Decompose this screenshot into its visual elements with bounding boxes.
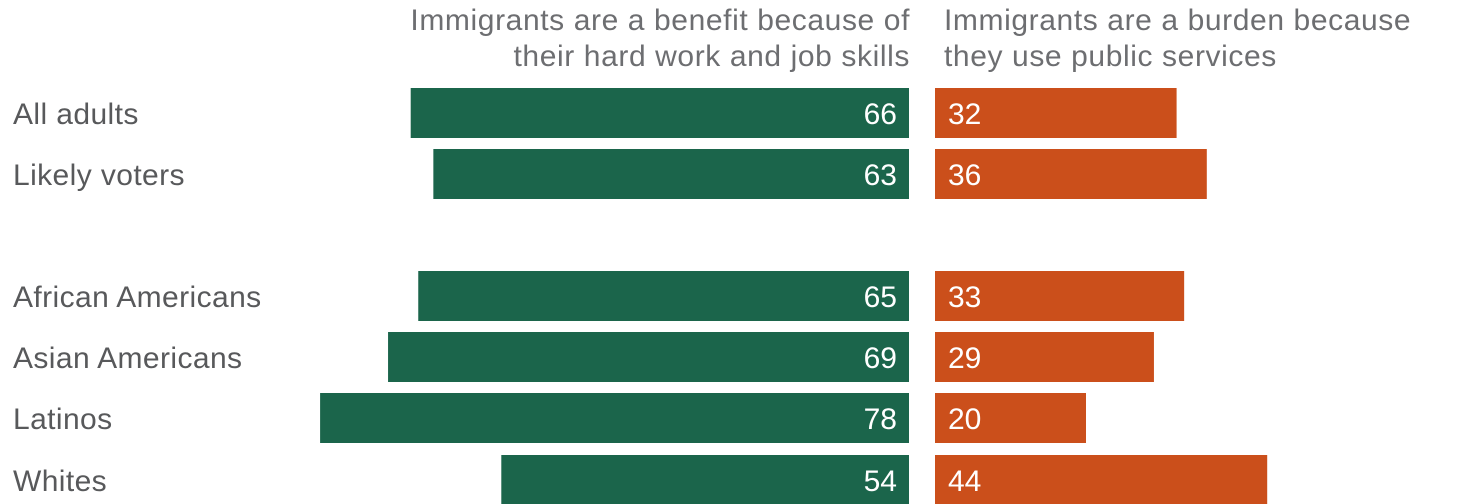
category-label-whites: Whites [13,465,107,498]
burden-header-line-2: they use public services [944,40,1277,73]
benefit-value-whites: 54 [864,465,897,498]
benefit-bar-african-americans [418,271,909,321]
burden-value-asian-americans: 29 [948,342,981,375]
burden-value-likely-voters: 36 [948,159,981,192]
burden-bar-latinos [935,393,1086,443]
burden-bar-all-adults [935,88,1177,138]
burden-bar-african-americans [935,271,1185,321]
burden-value-latinos: 20 [948,403,981,436]
burden-header-line-1: Immigrants are a burden because [944,4,1411,37]
benefit-value-all-adults: 66 [864,98,897,131]
chart-rows: All adults 66 32 Likely voters 63 36 African A… [13,88,1268,504]
benefit-value-latinos: 78 [864,403,897,436]
benefit-header-line-2: their hard work and job skills [513,40,910,73]
benefit-bar-asian-americans [388,332,909,382]
benefit-value-african-americans: 65 [864,281,897,314]
category-label-latinos: Latinos [13,403,113,436]
benefit-value-asian-americans: 69 [864,342,897,375]
category-label-asian-americans: Asian Americans [13,342,242,375]
category-label-african-americans: African Americans [13,281,262,314]
category-label-likely-voters: Likely voters [13,159,185,192]
burden-value-african-americans: 33 [948,281,981,314]
benefit-bar-whites [501,455,909,504]
benefit-value-likely-voters: 63 [864,159,897,192]
burden-bar-likely-voters [935,149,1207,199]
burden-bar-whites [935,455,1268,504]
burden-value-whites: 44 [948,465,981,498]
benefit-bar-likely-voters [433,149,909,199]
benefit-bar-latinos [320,393,910,443]
benefit-header-line-1: Immigrants are a benefit because of [410,4,910,37]
burden-bar-asian-americans [935,332,1154,382]
category-label-all-adults: All adults [13,98,139,131]
benefit-bar-all-adults [410,88,909,138]
burden-value-all-adults: 32 [948,98,981,131]
